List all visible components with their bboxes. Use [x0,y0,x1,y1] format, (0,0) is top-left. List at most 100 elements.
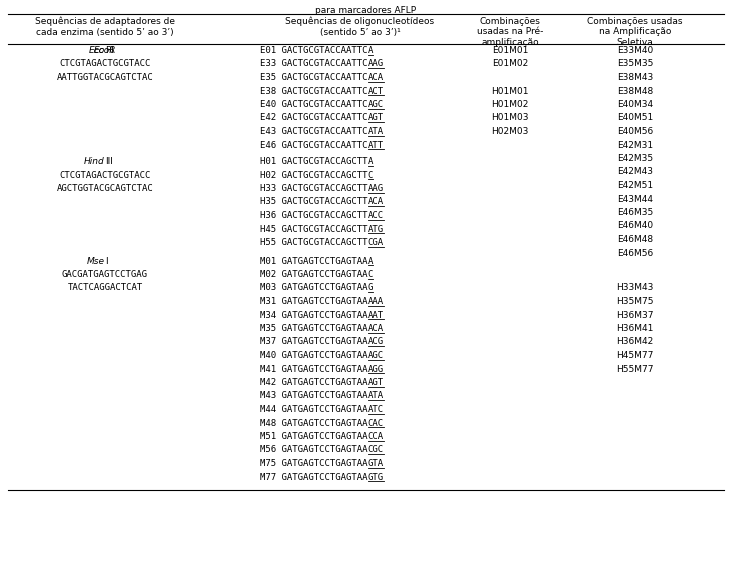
Text: M34 GATGAGTCCTGAGTAA: M34 GATGAGTCCTGAGTAA [260,311,367,320]
Text: AAG: AAG [367,184,384,193]
Text: CCA: CCA [367,432,384,441]
Text: Eco: Eco [89,46,105,55]
Text: M44 GATGAGTCCTGAGTAA: M44 GATGAGTCCTGAGTAA [260,405,367,414]
Text: ACG: ACG [367,338,384,346]
Text: para marcadores AFLP: para marcadores AFLP [315,6,417,15]
Text: AGCTGGTACGCAGTCTAC: AGCTGGTACGCAGTCTAC [56,184,154,193]
Text: H02 GACTGCGTACCAGCTT: H02 GACTGCGTACCAGCTT [260,171,367,179]
Text: AGC: AGC [367,100,384,109]
Text: H01M01: H01M01 [491,87,529,95]
Text: E38M48: E38M48 [617,87,653,95]
Text: H36 GACTGCGTACCAGCTT: H36 GACTGCGTACCAGCTT [260,211,367,220]
Text: CGC: CGC [367,445,384,455]
Text: H36M37: H36M37 [616,311,654,320]
Text: H33 GACTGCGTACCAGCTT: H33 GACTGCGTACCAGCTT [260,184,367,193]
Text: Sequências de oligonucleotídeos
(sentido 5’ ao 3’)¹: Sequências de oligonucleotídeos (sentido… [285,17,435,37]
Text: E42M43: E42M43 [617,168,653,176]
Text: EcoR: EcoR [94,46,116,55]
Text: CGA: CGA [367,238,384,247]
Text: AGT: AGT [367,113,384,122]
Text: E40M56: E40M56 [617,127,653,136]
Text: E46M35: E46M35 [617,208,653,217]
Text: H01M02: H01M02 [491,100,529,109]
Text: E38M43: E38M43 [617,73,653,82]
Text: M02 GATGAGTCCTGAGTAA: M02 GATGAGTCCTGAGTAA [260,270,367,279]
Text: M77 GATGAGTCCTGAGTAA: M77 GATGAGTCCTGAGTAA [260,473,367,481]
Text: AGC: AGC [367,351,384,360]
Text: ATA: ATA [367,392,384,400]
Text: E40 GACTGCGTACCAATTC: E40 GACTGCGTACCAATTC [260,100,367,109]
Text: E40M34: E40M34 [617,100,653,109]
Text: Combinações
usadas na Pré-
amplificação: Combinações usadas na Pré- amplificação [477,17,543,47]
Text: ACA: ACA [367,197,384,207]
Text: ATG: ATG [367,225,384,233]
Text: E46 GACTGCGTACCAATTC: E46 GACTGCGTACCAATTC [260,140,367,150]
Text: H45M77: H45M77 [616,351,654,360]
Text: M03 GATGAGTCCTGAGTAA: M03 GATGAGTCCTGAGTAA [260,283,367,293]
Text: M56 GATGAGTCCTGAGTAA: M56 GATGAGTCCTGAGTAA [260,445,367,455]
Text: E42 GACTGCGTACCAATTC: E42 GACTGCGTACCAATTC [260,113,367,122]
Text: ATC: ATC [367,405,384,414]
Text: H01 GACTGCGTACCAGCTT: H01 GACTGCGTACCAGCTT [260,157,367,166]
Text: E38 GACTGCGTACCAATTC: E38 GACTGCGTACCAATTC [260,87,367,95]
Text: A: A [367,157,373,166]
Text: H35 GACTGCGTACCAGCTT: H35 GACTGCGTACCAGCTT [260,197,367,207]
Text: H55 GACTGCGTACCAGCTT: H55 GACTGCGTACCAGCTT [260,238,367,247]
Text: H55M77: H55M77 [616,364,654,374]
Text: G: G [367,283,373,293]
Text: M41 GATGAGTCCTGAGTAA: M41 GATGAGTCCTGAGTAA [260,364,367,374]
Text: M51 GATGAGTCCTGAGTAA: M51 GATGAGTCCTGAGTAA [260,432,367,441]
Text: TACTCAGGACTCAT: TACTCAGGACTCAT [67,283,143,293]
Text: III: III [105,157,113,166]
Text: ATT: ATT [367,140,384,150]
Text: E46M40: E46M40 [617,222,653,230]
Text: C: C [367,171,373,179]
Text: E33M40: E33M40 [617,46,653,55]
Text: M48 GATGAGTCCTGAGTAA: M48 GATGAGTCCTGAGTAA [260,418,367,428]
Text: GTA: GTA [367,459,384,468]
Text: ACC: ACC [367,211,384,220]
Text: M40 GATGAGTCCTGAGTAA: M40 GATGAGTCCTGAGTAA [260,351,367,360]
Text: CTCGTAGACTGCGTACC: CTCGTAGACTGCGTACC [59,171,151,179]
Text: H35M75: H35M75 [616,297,654,306]
Text: E42M35: E42M35 [617,154,653,163]
Text: A: A [367,257,373,265]
Text: AAT: AAT [367,311,384,320]
Text: AAG: AAG [367,59,384,69]
Text: E42M31: E42M31 [617,140,653,150]
Text: Sequências de adaptadores de
cada enzima (sentido 5’ ao 3’): Sequências de adaptadores de cada enzima… [35,17,175,37]
Text: H36M42: H36M42 [616,338,654,346]
Text: E43 GACTGCGTACCAATTC: E43 GACTGCGTACCAATTC [260,127,367,136]
Text: H45 GACTGCGTACCAGCTT: H45 GACTGCGTACCAGCTT [260,225,367,233]
Text: Hind: Hind [84,157,105,166]
Text: E46M48: E46M48 [617,235,653,244]
Text: M01 GATGAGTCCTGAGTAA: M01 GATGAGTCCTGAGTAA [260,257,367,265]
Text: E33 GACTGCGTACCAATTC: E33 GACTGCGTACCAATTC [260,59,367,69]
Text: E01 GACTGCGTACCAATTC: E01 GACTGCGTACCAATTC [260,46,367,55]
Text: E01M02: E01M02 [492,59,528,69]
Text: E35 GACTGCGTACCAATTC: E35 GACTGCGTACCAATTC [260,73,367,82]
Text: M31 GATGAGTCCTGAGTAA: M31 GATGAGTCCTGAGTAA [260,297,367,306]
Text: RI: RI [105,46,114,55]
Text: ATA: ATA [367,127,384,136]
Text: H33M43: H33M43 [616,283,654,293]
Text: E01M01: E01M01 [492,46,529,55]
Text: M35 GATGAGTCCTGAGTAA: M35 GATGAGTCCTGAGTAA [260,324,367,333]
Text: M42 GATGAGTCCTGAGTAA: M42 GATGAGTCCTGAGTAA [260,378,367,387]
Text: GACGATGAGTCCTGAG: GACGATGAGTCCTGAG [62,270,148,279]
Text: H01M03: H01M03 [491,113,529,122]
Text: GTG: GTG [367,473,384,481]
Text: M37 GATGAGTCCTGAGTAA: M37 GATGAGTCCTGAGTAA [260,338,367,346]
Text: H36M41: H36M41 [616,324,654,333]
Text: M43 GATGAGTCCTGAGTAA: M43 GATGAGTCCTGAGTAA [260,392,367,400]
Text: E46M56: E46M56 [617,249,653,257]
Text: A: A [367,46,373,55]
Text: I: I [105,257,108,265]
Text: E35M35: E35M35 [617,59,653,69]
Text: CAC: CAC [367,418,384,428]
Text: ACT: ACT [367,87,384,95]
Text: AGT: AGT [367,378,384,387]
Text: E42M51: E42M51 [617,181,653,190]
Text: E40M51: E40M51 [617,113,653,122]
Text: AAA: AAA [367,297,384,306]
